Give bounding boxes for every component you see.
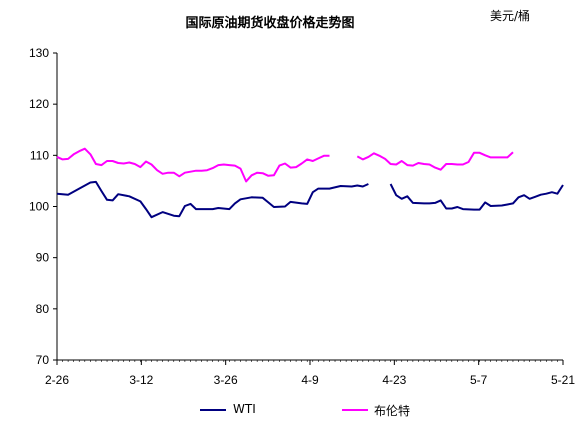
y-tick-label: 100	[29, 200, 49, 214]
y-tick-label: 130	[29, 46, 49, 60]
series-lines	[56, 147, 564, 219]
x-tick-label: 5-7	[470, 373, 488, 387]
y-axis-ticks: 70 80 90 100 110 120 130	[29, 46, 57, 367]
wti-line	[389, 183, 564, 211]
brent-line	[56, 147, 330, 183]
x-tick-label: 4-9	[301, 373, 319, 387]
x-axis-ticks: 2-26 3-12 3-26 4-9 4-23 5-7 5-21	[45, 360, 575, 387]
x-tick-label: 3-26	[214, 373, 238, 387]
y-tick-label: 110	[30, 148, 49, 162]
brent-line	[356, 151, 514, 171]
y-tick-label: 80	[36, 302, 50, 316]
x-tick-label: 2-26	[45, 373, 69, 387]
y-tick-label: 70	[36, 353, 50, 367]
unit-label: 美元/桶	[490, 9, 531, 23]
wti-line	[56, 180, 369, 219]
legend-label-brent: 布伦特	[374, 404, 411, 418]
x-tick-label: 5-21	[551, 373, 575, 387]
legend-label-wti: WTI	[233, 402, 256, 416]
y-tick-label: 120	[29, 97, 49, 111]
x-tick-label: 4-23	[382, 373, 406, 387]
chart-title: 国际原油期货收盘价格走势图	[185, 16, 355, 31]
x-tick-label: 3-12	[129, 373, 153, 387]
axes	[56, 53, 563, 361]
y-tick-label: 90	[36, 251, 50, 265]
